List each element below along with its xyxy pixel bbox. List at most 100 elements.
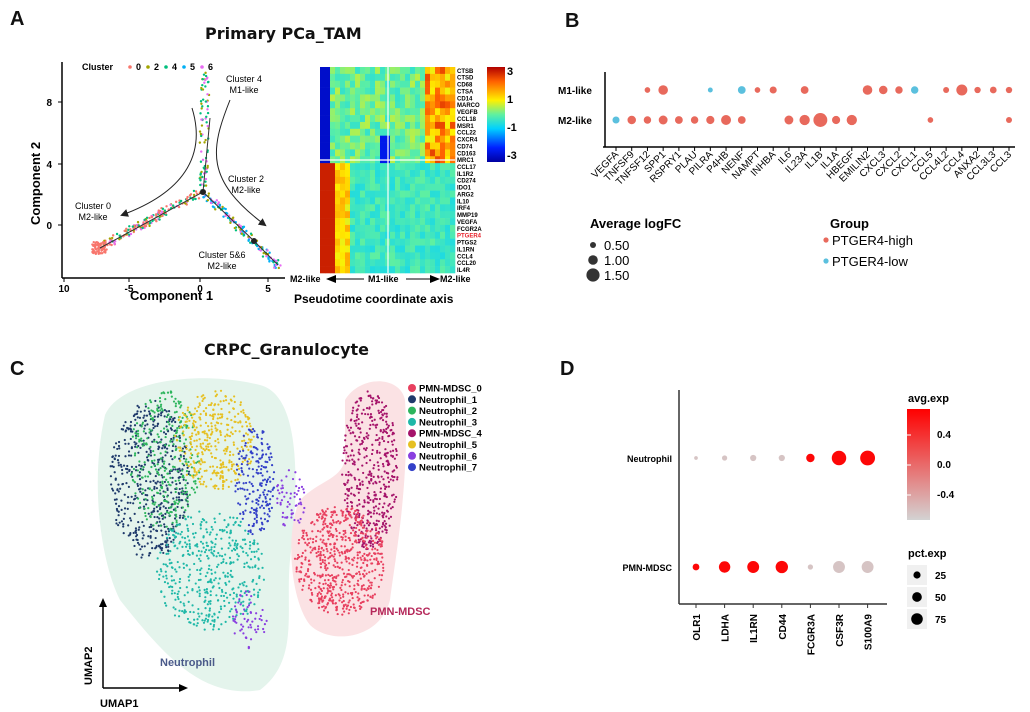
heatmap-cell xyxy=(335,73,341,82)
heatmap-cell xyxy=(375,197,381,205)
cell-point xyxy=(174,405,177,408)
heatmap-cell xyxy=(450,259,456,267)
cell-point xyxy=(175,483,178,486)
cell-point xyxy=(176,505,179,509)
cell-point xyxy=(244,542,247,546)
cell-point xyxy=(179,533,182,536)
cell-point xyxy=(185,470,189,473)
cell-point xyxy=(373,491,376,494)
cell-point xyxy=(199,527,202,530)
cell-point xyxy=(357,451,360,454)
cell-point xyxy=(268,515,271,518)
cell-point xyxy=(348,429,351,432)
cell-point xyxy=(164,435,167,439)
cell-point xyxy=(323,511,326,515)
heatmap-cell xyxy=(365,266,371,274)
cell-point xyxy=(114,454,117,457)
cell-point xyxy=(373,577,376,580)
cell-point xyxy=(168,506,171,509)
cell-point xyxy=(175,519,178,522)
cell-point xyxy=(329,582,332,585)
heatmap-cell xyxy=(405,197,411,205)
heatmap-cell xyxy=(445,190,451,198)
cell-point xyxy=(149,451,152,454)
cell-point xyxy=(200,170,203,174)
row-label-m1: M1-like xyxy=(558,86,592,97)
cell-point xyxy=(173,592,176,595)
cell-point xyxy=(334,542,337,545)
cell-point xyxy=(218,586,221,590)
heatmap-cell xyxy=(440,101,446,109)
cell-point xyxy=(233,226,237,230)
cell-point xyxy=(169,550,172,553)
heatmap-cell xyxy=(400,259,406,267)
heatmap-cell xyxy=(410,115,416,123)
cell-point xyxy=(117,464,120,467)
cell-point xyxy=(141,553,144,556)
cell-point xyxy=(355,572,359,575)
heatmap-cell xyxy=(435,73,441,82)
heatmap-cell xyxy=(390,245,396,253)
heatmap-cell xyxy=(380,163,386,171)
heatmap-cell xyxy=(395,218,401,226)
cell-point xyxy=(266,470,269,473)
cell-point xyxy=(348,524,351,527)
row-label-m2: M2-like xyxy=(558,116,592,127)
cell-point xyxy=(222,215,225,218)
cell-point xyxy=(111,460,114,463)
cell-point xyxy=(186,417,189,420)
heatmap-cell xyxy=(390,142,396,150)
heatmap-cell xyxy=(355,252,361,260)
heatmap-cell xyxy=(330,190,336,198)
cell-point xyxy=(216,428,219,431)
cell-point xyxy=(143,414,146,417)
cell-point xyxy=(326,584,330,587)
cell-point xyxy=(187,460,190,464)
cell-point xyxy=(326,603,329,606)
heatmap-cell xyxy=(435,252,441,260)
cell-point xyxy=(331,579,335,582)
cell-point xyxy=(239,512,242,515)
cell-point xyxy=(212,628,215,631)
cell-point xyxy=(137,488,141,491)
cell-point xyxy=(186,524,189,527)
cell-point xyxy=(137,528,140,531)
cell-point xyxy=(232,407,235,410)
cell-point xyxy=(173,429,176,432)
cell-point xyxy=(302,531,305,535)
cell-point xyxy=(244,444,247,447)
heatmap-cell xyxy=(415,190,421,198)
cell-point xyxy=(238,583,242,586)
cell-point xyxy=(149,515,152,519)
heatmap-cell xyxy=(340,73,346,82)
cell-point xyxy=(238,457,241,461)
cell-point xyxy=(318,600,321,603)
heatmap-cell xyxy=(425,149,431,157)
cell-point xyxy=(346,501,349,505)
cell-point xyxy=(177,435,180,438)
cell-point xyxy=(360,606,363,609)
cell-point xyxy=(299,517,302,521)
cell-point xyxy=(266,504,270,507)
cell-point xyxy=(319,566,322,569)
size-legend-dot xyxy=(588,255,598,265)
dot xyxy=(1006,117,1012,123)
cell-point xyxy=(346,573,349,576)
cell-point xyxy=(140,556,143,559)
cell-point xyxy=(255,521,258,524)
cell-point xyxy=(391,433,394,436)
cell-point xyxy=(179,514,182,517)
cell-point xyxy=(372,506,375,509)
cell-point xyxy=(207,557,210,560)
cell-point xyxy=(141,444,144,447)
cell-point xyxy=(280,499,284,502)
cell-point xyxy=(154,536,157,540)
cell-point xyxy=(239,230,242,234)
cell-point xyxy=(341,568,344,571)
cell-point xyxy=(255,510,258,513)
heatmap-cell xyxy=(360,252,366,260)
cell-point xyxy=(186,549,190,553)
cell-point xyxy=(201,619,204,622)
cell-point xyxy=(168,528,172,531)
cell-point xyxy=(336,612,339,616)
